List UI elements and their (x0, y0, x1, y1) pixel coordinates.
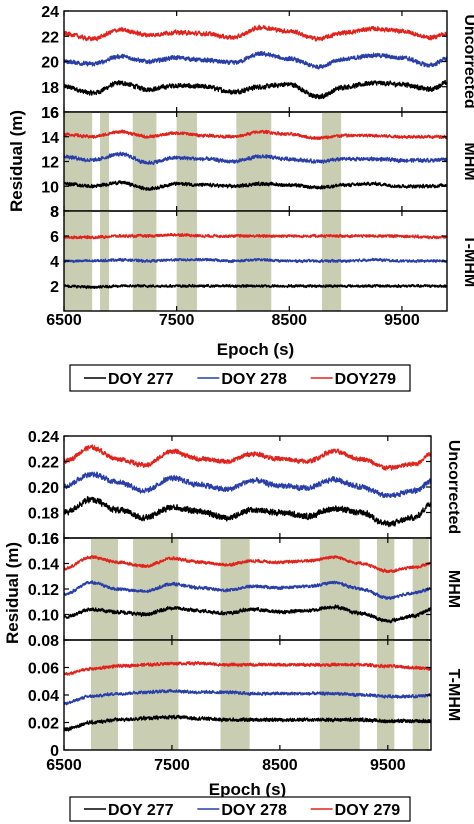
y-tick-label: 0.24 (28, 429, 59, 446)
legend-label: DOY279 (335, 371, 396, 388)
panel-label: Uncorrected (445, 440, 462, 534)
x-axis-label: Epoch (s) (217, 340, 294, 359)
legend-box (69, 796, 411, 822)
x-tick-label: 9500 (384, 312, 420, 329)
x-tick-label: 8500 (271, 312, 307, 329)
series-line-doy-277 (63, 604, 432, 624)
legend: DOY 277 DOY 278 DOY279 (69, 364, 411, 392)
y-tick-label: 4 (50, 254, 59, 271)
y-tick-label: 18 (41, 80, 59, 97)
series-line-doy279 (63, 232, 448, 240)
series-line-doy-277 (63, 714, 432, 732)
y-tick-label: 12 (41, 155, 59, 172)
shaded-interval (176, 112, 197, 211)
series-line-doy-278 (63, 688, 432, 706)
y-tick-label: 8 (50, 204, 59, 221)
y-tick-label: 10 (41, 179, 59, 196)
series-line-doy-279 (63, 554, 432, 574)
panel-label: MHM (461, 142, 474, 180)
y-tick-label: 0.04 (28, 688, 59, 705)
y-tick-label: 0.12 (28, 582, 59, 599)
series-line-doy-279 (63, 661, 432, 676)
series-line-doy-278 (63, 471, 432, 499)
legend-label: DOY 278 (221, 371, 287, 388)
series-line-doy-277 (63, 283, 448, 290)
series-line-doy-279 (63, 444, 432, 471)
panel-mhm: 0.10 0.12 0.14 0.16 MHM (28, 531, 462, 641)
y-tick-label: 22 (41, 29, 59, 46)
series-line-doy-277 (63, 180, 448, 191)
series-line-doy-277 (63, 495, 432, 528)
series-line-doy-278 (63, 257, 448, 264)
panel-label: Uncorrected (461, 14, 474, 108)
y-tick-label: 14 (41, 130, 59, 147)
x-tick-label: 7500 (159, 312, 195, 329)
y-tick-label: 0.22 (28, 455, 59, 472)
panel-uncorrected: 0.16 0.18 0.20 0.22 0.24 Uncorrected (28, 429, 462, 548)
panel-frame (63, 10, 448, 113)
y-axis-label: Residual (m) (3, 542, 22, 644)
series-line-doy279 (63, 24, 448, 42)
legend-label: DOY 279 (335, 802, 401, 819)
legend-label: DOY 278 (221, 802, 287, 819)
y-tick-label: 0.14 (28, 557, 59, 574)
panel-mhm: 8 10 12 14 16 MHM (41, 105, 474, 221)
legend: DOY 277 DOY 278 DOY 279 (69, 796, 411, 822)
series-line-doy-278 (63, 580, 432, 601)
legend-box (69, 364, 411, 392)
x-tick-label: 7500 (154, 757, 190, 774)
x-tick-label: 9500 (370, 757, 406, 774)
y-tick-label: 6 (50, 229, 59, 246)
y-tick-label: 0.18 (28, 506, 59, 523)
y-tick-label: 24 (41, 4, 59, 21)
y-tick-label: 16 (41, 105, 59, 122)
series-line-doy-278 (63, 151, 448, 166)
shaded-interval (377, 538, 395, 640)
panel-label: T-MHM (445, 669, 462, 721)
y-tick-label: 0.02 (28, 716, 59, 733)
y-tick-label: 2 (50, 279, 59, 296)
shaded-interval (133, 640, 179, 750)
y-tick-label: 20 (41, 55, 59, 72)
panel-label: T-MHM (461, 235, 474, 287)
series-line-doy-278 (63, 50, 448, 70)
y-tick-label: 0 (50, 743, 59, 760)
x-tick-label: 8500 (262, 757, 298, 774)
y-tick-label: 0.10 (28, 608, 59, 625)
y-tick-label: 0.16 (28, 531, 59, 548)
panel-label: MHM (445, 570, 462, 608)
y-tick-label: 8 (50, 204, 59, 221)
series-line-doy-277 (63, 79, 448, 100)
y-tick-label: 0.20 (28, 480, 59, 497)
y-axis-label: Residual (m) (7, 110, 26, 212)
series-line-doy279 (63, 129, 448, 141)
y-tick-label: 16 (41, 105, 59, 122)
panel-uncorrected: 16 18 20 22 24 Uncorrected (41, 4, 474, 122)
shaded-interval (100, 112, 110, 211)
legend-label: DOY 277 (108, 802, 174, 819)
y-tick-label: 0.16 (28, 531, 59, 548)
x-tick-label: 6500 (46, 312, 82, 329)
panel-frame (63, 435, 432, 539)
legend-label: DOY 277 (108, 371, 174, 388)
shaded-interval (236, 112, 272, 211)
x-axis-label: Epoch (s) (209, 780, 286, 799)
chart-2: 0.160.180.200.220.24Uncorrected0.100.120… (3, 429, 462, 822)
panel-t-mhm: 0 0.02 0.04 0.06 0.08 T-MHM (28, 633, 462, 760)
y-tick-label: 0.08 (28, 633, 59, 650)
y-tick-label: 0.06 (28, 661, 59, 678)
x-tick-label: 6500 (46, 757, 82, 774)
chart-1: 1618202224Uncorrected810121416MHM2468T-M… (7, 4, 474, 392)
panel-t-mhm: 2 4 6 8 T-MHM (50, 204, 474, 312)
